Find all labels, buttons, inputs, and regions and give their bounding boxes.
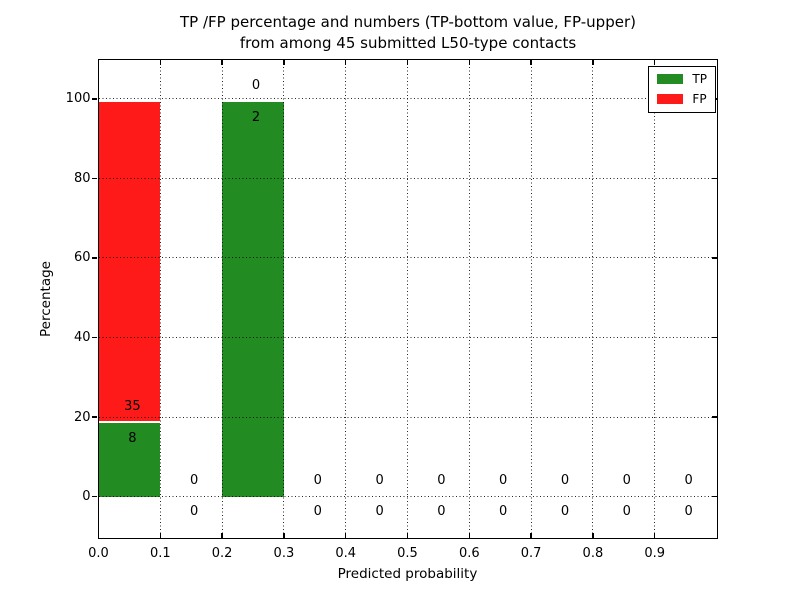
x-tick-label: 0.1 bbox=[149, 545, 171, 561]
y-tick-right bbox=[711, 495, 717, 498]
x-tick-top bbox=[592, 59, 594, 65]
bin-fp-count-label: 35 bbox=[124, 398, 141, 414]
x-tick-bottom bbox=[592, 532, 594, 538]
bin-fp-count-label: 0 bbox=[437, 472, 446, 488]
legend-swatch-tp bbox=[657, 74, 684, 84]
x-tick-label: 0.4 bbox=[335, 545, 357, 561]
x-axis-label: Predicted probability bbox=[337, 565, 478, 582]
bin-fp-count-label: 0 bbox=[251, 78, 261, 94]
bin-fp-count-label: 0 bbox=[190, 472, 199, 488]
v-gridline bbox=[530, 59, 532, 538]
chart-title-line-1: TP /FP percentage and numbers (TP-bottom… bbox=[180, 13, 636, 31]
x-tick-top bbox=[530, 59, 532, 65]
legend-label-fp: FP bbox=[692, 91, 707, 106]
x-tick-bottom bbox=[344, 532, 347, 538]
x-tick-top bbox=[283, 59, 285, 65]
v-gridline bbox=[654, 59, 656, 538]
v-gridline bbox=[159, 59, 161, 538]
bar-segment-tp bbox=[98, 422, 161, 497]
x-tick-bottom bbox=[221, 532, 223, 538]
y-tick-right bbox=[711, 257, 717, 259]
y-tick-label: 20 bbox=[73, 409, 91, 425]
y-tick-left bbox=[92, 98, 97, 100]
y-tick-left bbox=[92, 257, 97, 259]
x-tick-top bbox=[159, 59, 162, 65]
y-tick-left bbox=[92, 336, 97, 339]
x-tick-bottom bbox=[406, 532, 409, 538]
bin-tp-count-label: 8 bbox=[128, 430, 137, 446]
plot-area: Predicted probability TP FP 35 8 0 0 0 2 0 0 0 0 0… bbox=[66, 58, 718, 582]
bin-tp-count-label: 0 bbox=[437, 504, 446, 520]
y-tick-label: 80 bbox=[73, 170, 91, 186]
v-gridline bbox=[592, 59, 594, 538]
y-tick-label: 0 bbox=[82, 489, 91, 505]
y-tick-label: 100 bbox=[65, 91, 91, 107]
bin-tp-count-label: 0 bbox=[622, 504, 631, 520]
chart-title-line-2: from among 45 submitted L50-type contact… bbox=[239, 34, 577, 52]
x-tick-label: 0.3 bbox=[273, 545, 295, 561]
bin-tp-count-label: 0 bbox=[499, 504, 508, 520]
y-tick-right bbox=[711, 177, 717, 180]
x-tick-top bbox=[97, 59, 100, 65]
x-tick-bottom bbox=[468, 532, 471, 538]
y-tick-label: 40 bbox=[73, 329, 91, 345]
bar-segment-fp bbox=[98, 102, 161, 421]
x-tick-label: 0.7 bbox=[520, 545, 542, 561]
v-gridline bbox=[283, 59, 285, 538]
x-tick-top bbox=[344, 59, 347, 65]
v-gridline bbox=[468, 59, 470, 538]
y-tick-left bbox=[92, 416, 97, 418]
x-tick-bottom bbox=[653, 532, 656, 538]
legend-swatch-fp bbox=[657, 94, 684, 104]
x-tick-top bbox=[221, 59, 223, 65]
bin-tp-count-label: 2 bbox=[251, 110, 261, 125]
bin-fp-count-label: 0 bbox=[684, 472, 693, 488]
bin-fp-count-label: 0 bbox=[560, 472, 570, 488]
bin-tp-count-label: 0 bbox=[190, 504, 199, 520]
chart-title: TP /FP percentage and numbers (TP-bottom… bbox=[99, 12, 717, 54]
x-tick-top bbox=[468, 59, 471, 65]
bin-tp-count-label: 0 bbox=[313, 504, 322, 520]
x-tick-label: 0.2 bbox=[211, 545, 233, 561]
bin-fp-count-label: 0 bbox=[622, 472, 631, 488]
bin-tp-count-label: 0 bbox=[684, 504, 693, 520]
legend-entry-fp: FP bbox=[657, 91, 707, 106]
x-tick-top bbox=[406, 59, 409, 65]
x-tick-bottom bbox=[283, 532, 285, 538]
legend-entry-tp: TP bbox=[657, 71, 707, 86]
y-tick-right bbox=[711, 336, 717, 339]
bin-tp-count-label: 0 bbox=[560, 504, 570, 520]
bar-segment-tp bbox=[222, 102, 284, 497]
x-tick-label: 0.8 bbox=[582, 545, 604, 561]
bin-tp-count-label: 0 bbox=[375, 504, 384, 520]
y-tick-right bbox=[711, 416, 717, 418]
legend: TP FP bbox=[648, 65, 716, 113]
v-gridline bbox=[345, 59, 347, 538]
legend-label-tp: TP bbox=[692, 71, 707, 86]
v-gridline bbox=[221, 59, 223, 538]
x-tick-label: 0.0 bbox=[88, 545, 109, 561]
x-tick-bottom bbox=[97, 532, 100, 538]
y-tick-label: 60 bbox=[73, 250, 91, 266]
y-tick-left bbox=[92, 495, 97, 498]
x-tick-bottom bbox=[530, 532, 532, 538]
x-tick-label: 0.6 bbox=[458, 545, 480, 561]
bin-fp-count-label: 0 bbox=[375, 472, 384, 488]
x-tick-label: 0.9 bbox=[644, 545, 666, 561]
x-tick-bottom bbox=[159, 532, 162, 538]
bin-fp-count-label: 0 bbox=[499, 472, 508, 488]
y-axis-label: Percentage bbox=[38, 261, 54, 337]
bin-fp-count-label: 0 bbox=[313, 472, 322, 488]
x-tick-label: 0.5 bbox=[397, 545, 418, 561]
v-gridline bbox=[407, 59, 408, 538]
x-tick-top bbox=[653, 59, 656, 65]
y-tick-left bbox=[92, 177, 97, 180]
